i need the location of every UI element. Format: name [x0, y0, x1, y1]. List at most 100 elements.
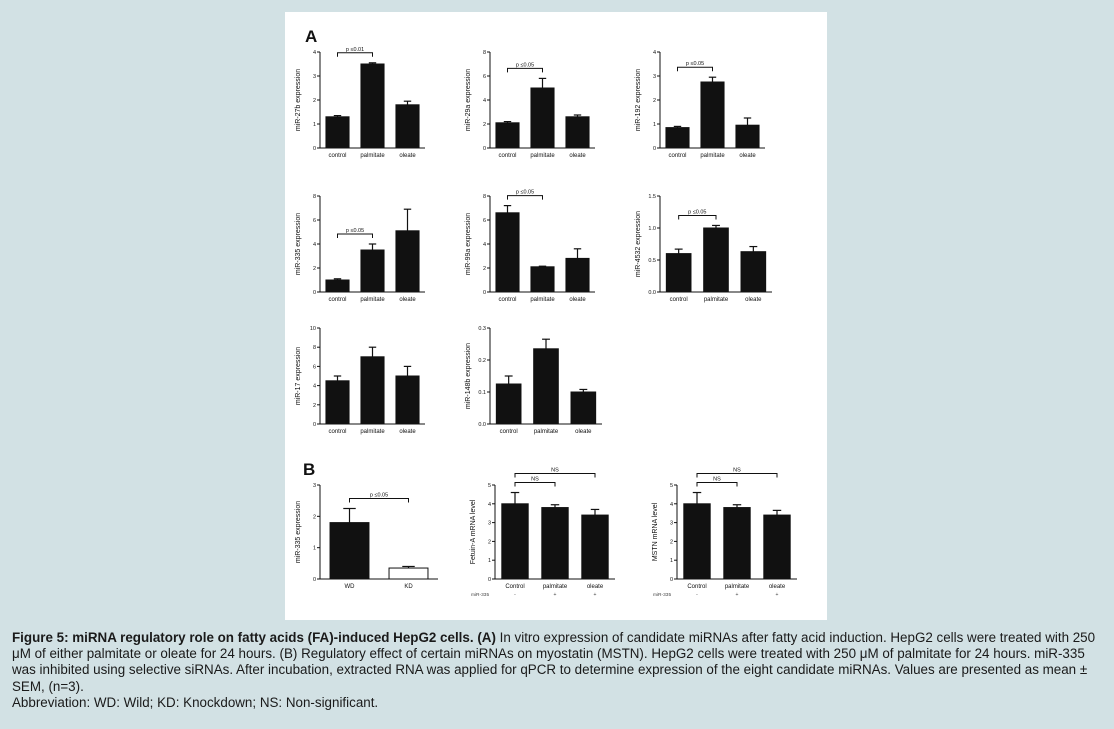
y-tick-label: 2	[313, 266, 316, 272]
y-tick-label: 4	[488, 502, 491, 508]
bar	[683, 503, 711, 580]
chart-c9: 0 1 2 3 miR-335 expression WD KD p ≤0.05	[295, 483, 438, 590]
y-tick-label: 4	[313, 242, 316, 248]
significance-label: NS	[531, 477, 539, 483]
y-tick-label: 0.3	[478, 326, 486, 332]
category-label: palmitate	[360, 429, 385, 435]
category-label: KD	[404, 584, 413, 590]
y-tick-label: 0	[483, 146, 486, 152]
bar	[495, 122, 520, 149]
caption-title: Figure 5: miRNA regulatory role on fatty…	[12, 630, 474, 645]
y-tick-label: 0	[483, 290, 486, 296]
y-tick-label: 2	[670, 539, 673, 545]
y-tick-label: 1	[653, 122, 656, 128]
row-value: +	[554, 592, 557, 598]
significance-label: p ≤0.05	[516, 62, 534, 68]
category-label: oleate	[399, 297, 416, 303]
y-tick-label: 5	[670, 483, 673, 489]
y-axis-label: MSTN mRNA level	[652, 502, 659, 561]
y-tick-label: 4	[670, 502, 673, 508]
category-label: palmitate	[543, 584, 568, 590]
category-label: palmitate	[360, 153, 385, 159]
category-label: palmitate	[534, 429, 559, 435]
chart-c6: 0.0 0.5 1.0 1.5 miR-4532 expression control pa…	[635, 194, 772, 303]
y-tick-label: 0	[313, 422, 316, 428]
y-tick-label: 6	[483, 218, 486, 224]
category-label: control	[668, 153, 686, 159]
category-label: oleate	[587, 584, 604, 590]
category-label: WD	[345, 584, 356, 590]
chart-c3: 0 1 2 3 4 miR-192 expression control palmitate o…	[635, 50, 765, 159]
row-value: +	[594, 592, 597, 598]
y-tick-label: 5	[488, 483, 491, 489]
y-tick-label: 1	[488, 558, 491, 564]
y-axis-label: miR-335 expression	[295, 501, 302, 563]
y-axis-label: miR-29a expression	[465, 69, 472, 131]
y-axis-label: miR-17 expression	[295, 347, 302, 405]
category-label: Control	[687, 584, 706, 590]
y-tick-label: 4	[313, 384, 316, 390]
significance-bracket	[696, 482, 738, 487]
y-axis-label: miR-4532 expression	[635, 211, 642, 277]
category-label: control	[328, 153, 346, 159]
y-tick-label: 3	[488, 521, 491, 527]
y-tick-label: 0.5	[648, 258, 656, 264]
category-label: control	[498, 297, 516, 303]
category-label: oleate	[399, 429, 416, 435]
y-axis-label: Fetuin-A mRNA level	[470, 499, 477, 564]
category-label: oleate	[569, 297, 586, 303]
y-tick-label: 3	[313, 74, 316, 80]
row-label: miR-335	[471, 592, 489, 598]
y-tick-label: 0	[313, 577, 316, 583]
y-tick-label: 3	[653, 74, 656, 80]
bar	[723, 507, 751, 580]
bar	[530, 87, 555, 149]
y-tick-label: 4	[483, 98, 486, 104]
chart-c5: 0 2 4 6 8 miR-99a expression control palmitate o…	[465, 190, 595, 303]
row-value: +	[776, 592, 779, 598]
category-label: palmitate	[360, 297, 385, 303]
bar	[530, 266, 555, 293]
y-tick-label: 6	[483, 74, 486, 80]
y-tick-label: 8	[483, 50, 486, 56]
caption-main: Figure 5: miRNA regulatory role on fatty…	[12, 630, 1104, 695]
significance-bracket	[514, 482, 556, 487]
y-tick-label: 0.1	[478, 390, 486, 396]
bar	[395, 104, 420, 149]
category-label: control	[500, 429, 518, 435]
y-tick-label: 6	[313, 364, 316, 370]
significance-bracket	[696, 473, 778, 478]
significance-label: p ≤0.05	[370, 493, 388, 499]
y-tick-label: 0	[653, 146, 656, 152]
panel-label-a: A	[305, 27, 317, 46]
bar	[360, 63, 385, 149]
y-axis-label: miR-27b expression	[295, 69, 302, 131]
significance-label: NS	[551, 468, 559, 474]
bar	[495, 212, 520, 293]
y-tick-label: 2	[488, 539, 491, 545]
y-tick-label: 8	[483, 194, 486, 200]
category-label: oleate	[575, 429, 592, 435]
y-tick-label: 0	[488, 577, 491, 583]
y-tick-label: 0	[313, 146, 316, 152]
bar	[665, 253, 692, 293]
bar	[360, 356, 385, 425]
significance-label: p ≤0.05	[516, 190, 534, 196]
figure-panel: A B 0 1 2 3 4 miR-27b expression control palmit…	[285, 12, 827, 620]
caption-part-a-text: In vitro expression of candidate miRNAs …	[12, 630, 1096, 662]
bar	[565, 257, 590, 293]
bar	[763, 514, 791, 580]
significance-bracket	[507, 195, 543, 200]
significance-label: NS	[713, 477, 721, 483]
bar	[665, 127, 690, 149]
figure-graphic: A B 0 1 2 3 4 miR-27b expression control palmit…	[295, 27, 797, 598]
bar	[495, 383, 522, 425]
bar	[581, 514, 609, 580]
bar	[395, 230, 420, 293]
category-label: oleate	[399, 153, 416, 159]
chart-c7: 0 2 4 6 8 10 miR-17 expression control palmitate…	[295, 326, 425, 435]
chart-c4: 0 2 4 6 8 miR-335 expression control palmitate o…	[295, 194, 425, 303]
y-tick-label: 0	[670, 577, 673, 583]
chart-c1: 0 1 2 3 4 miR-27b expression control palmitate o…	[295, 47, 425, 159]
bar	[360, 249, 385, 293]
